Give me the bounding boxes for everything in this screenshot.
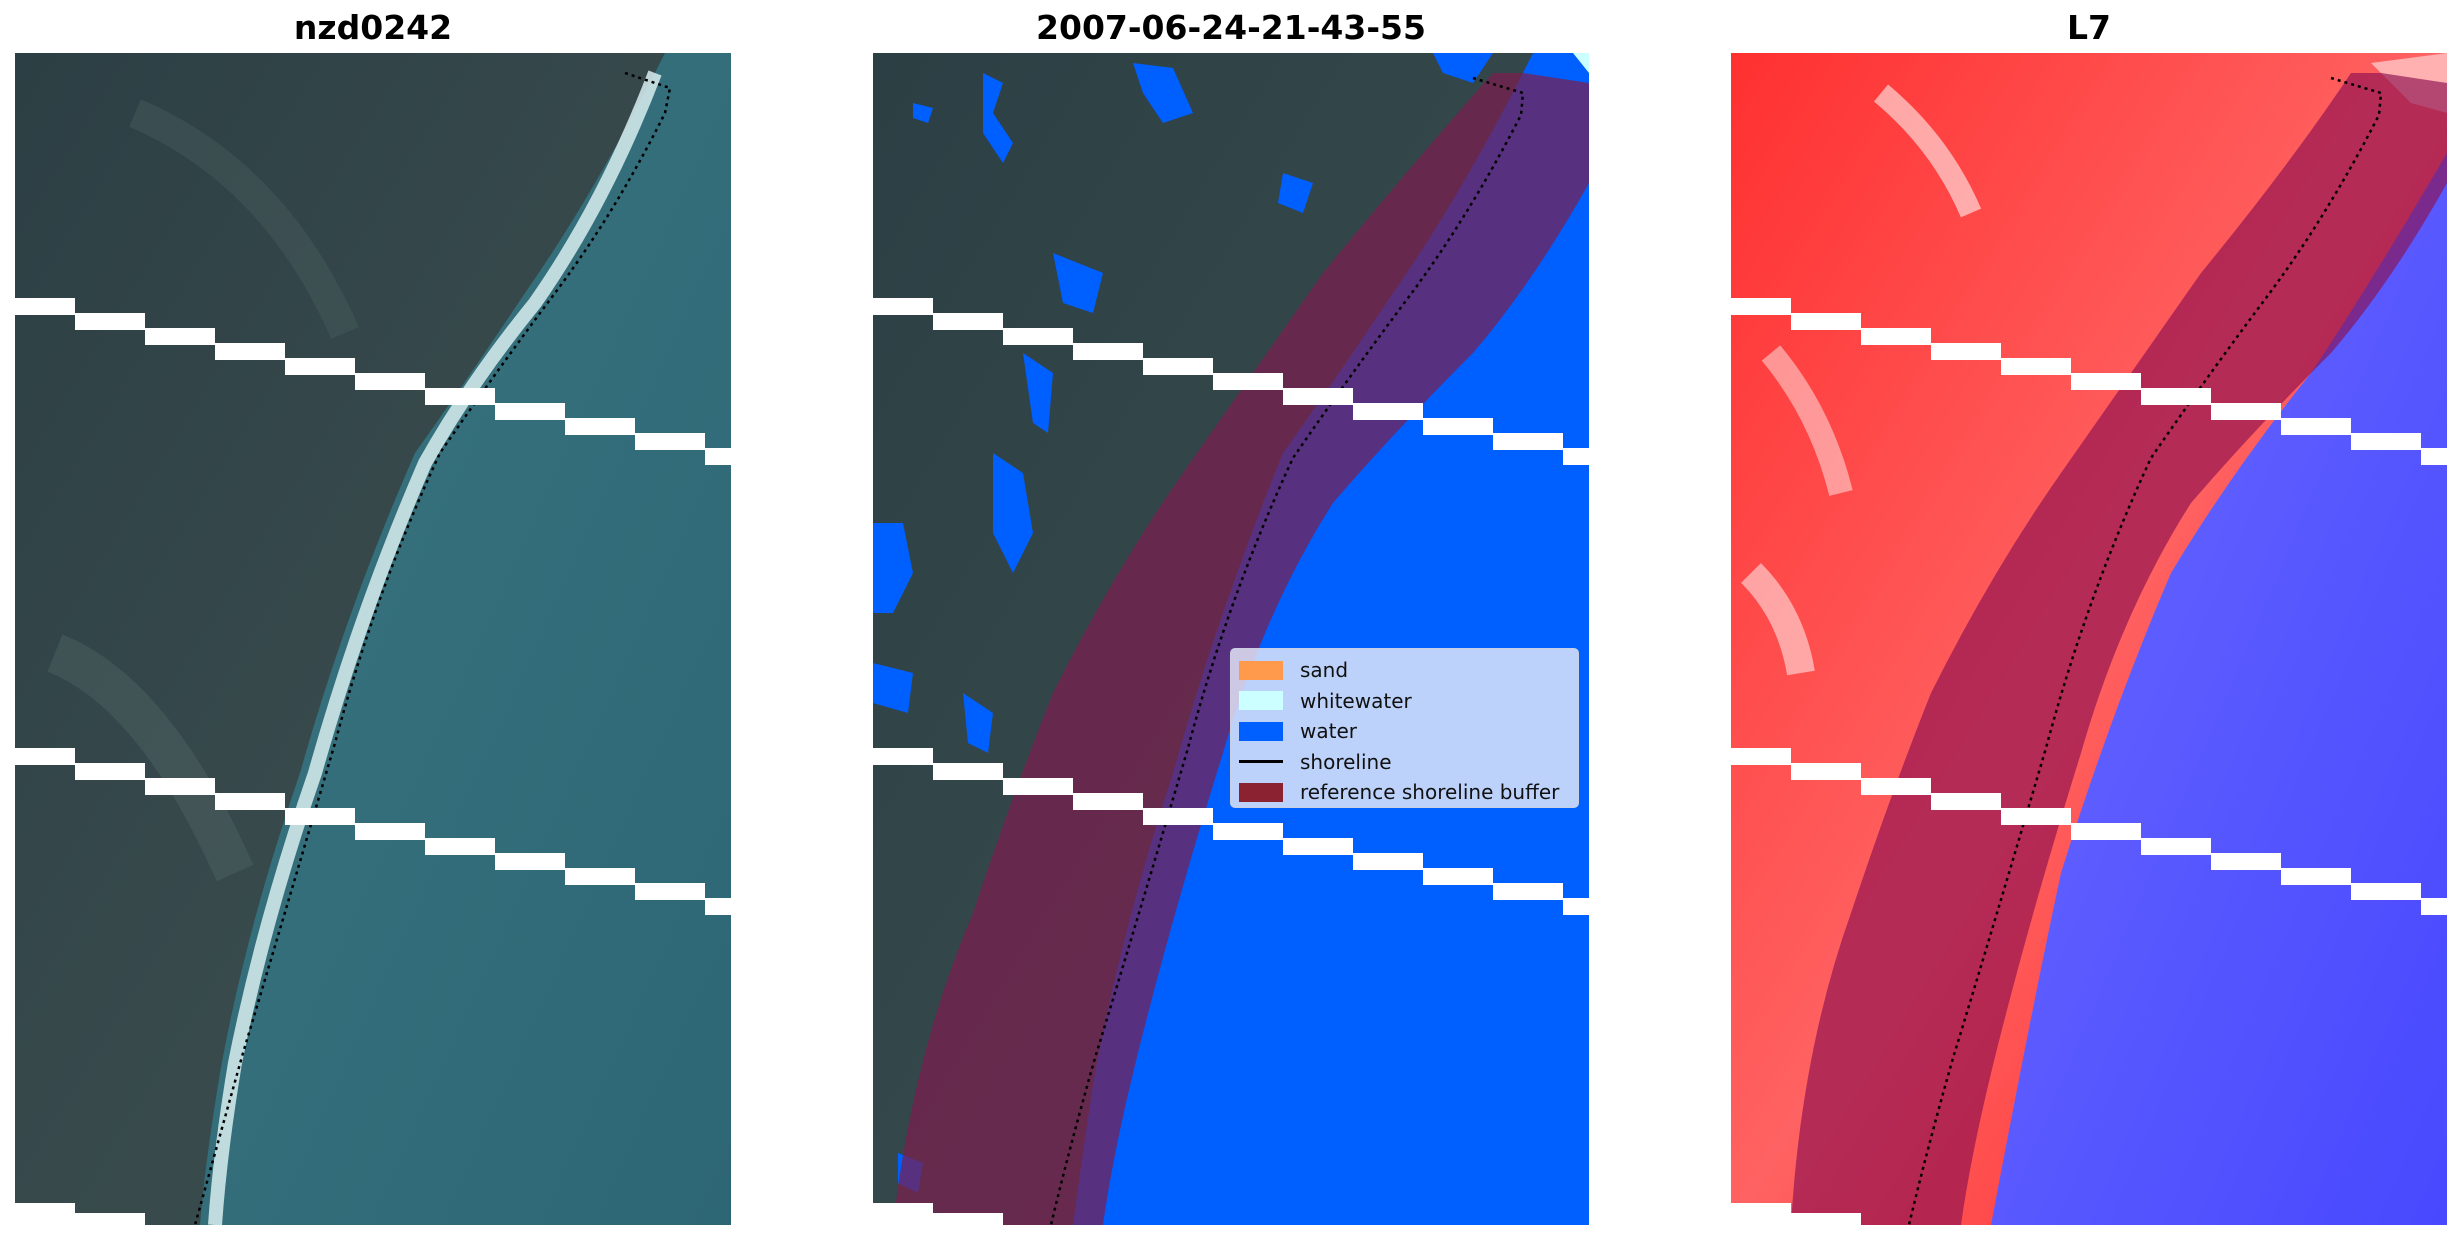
panel-title-index: L7 — [2067, 8, 2111, 47]
legend-swatch-sand — [1239, 660, 1283, 680]
legend-label: water — [1300, 719, 1357, 744]
legend-label: shoreline — [1300, 749, 1392, 774]
legend-swatch-buffer — [1239, 782, 1283, 802]
legend-label: sand — [1300, 658, 1349, 683]
legend-item-buffer: reference shoreline buffer — [1239, 777, 1570, 808]
legend-label: whitewater — [1300, 688, 1412, 713]
legend-line-shoreline — [1239, 760, 1283, 764]
legend-swatch-whitewater — [1239, 691, 1283, 711]
legend-swatch-water — [1239, 721, 1283, 741]
legend-item-water: water — [1239, 716, 1570, 747]
rgb-image — [15, 53, 731, 1225]
legend-item-sand: sand — [1239, 655, 1570, 686]
panel-title-classification: 2007-06-24-21-43-55 — [1036, 8, 1426, 47]
legend-item-whitewater: whitewater — [1239, 686, 1570, 717]
panel-title-rgb: nzd0242 — [293, 8, 453, 47]
legend-label: reference shoreline buffer — [1300, 780, 1560, 805]
classification-panel — [873, 53, 1589, 1225]
index-image — [1731, 53, 2447, 1225]
classification-image — [873, 53, 1589, 1225]
legend: sand whitewater water shoreline referenc… — [1230, 648, 1579, 808]
legend-item-shoreline: shoreline — [1239, 747, 1570, 778]
index-panel — [1731, 53, 2447, 1225]
rgb-image-panel — [15, 53, 731, 1225]
